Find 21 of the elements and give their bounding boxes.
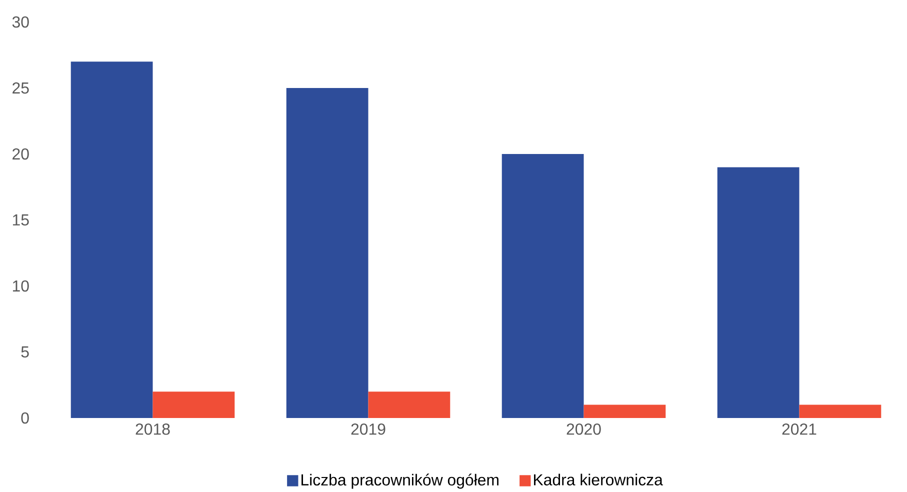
x-tick-label: 2020 <box>566 424 601 435</box>
bar <box>502 154 584 418</box>
legend-label: Kadra kierownicza <box>534 474 663 486</box>
bar <box>717 167 800 418</box>
y-tick-label: 10 <box>12 280 29 292</box>
bar <box>286 88 368 418</box>
legend-label: Liczba pracowników ogółem <box>302 474 498 489</box>
x-tick-label: 2021 <box>782 424 816 435</box>
bar <box>152 392 235 418</box>
y-tick-label: 5 <box>21 346 29 358</box>
bar <box>70 62 153 418</box>
x-tick-label: 2019 <box>351 424 386 435</box>
y-tick-label: 15 <box>12 214 29 226</box>
y-tick-label: 30 <box>12 16 29 28</box>
x-tick-label: 2018 <box>136 424 170 435</box>
bar <box>799 404 882 418</box>
y-tick-label: 25 <box>12 82 29 94</box>
y-tick-label: 20 <box>12 148 29 160</box>
bar <box>368 392 450 418</box>
y-tick-label: 0 <box>21 412 29 424</box>
bar <box>584 404 666 418</box>
